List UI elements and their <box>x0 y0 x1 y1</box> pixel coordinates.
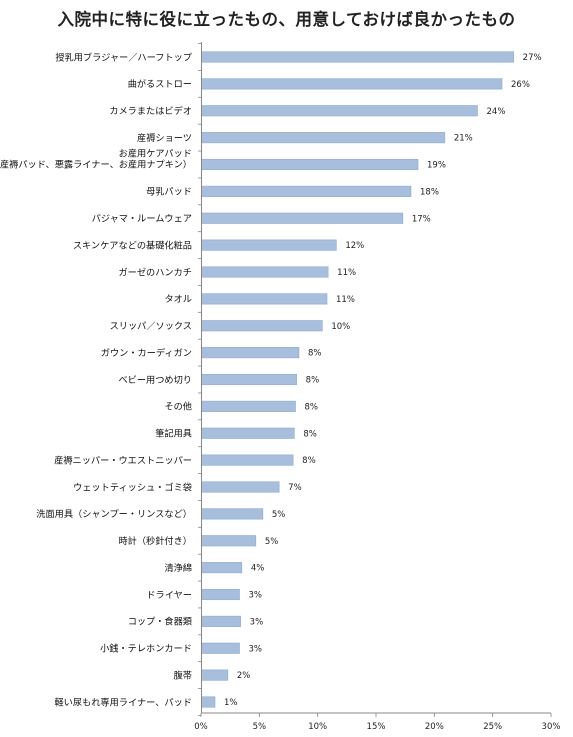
category-label: パジャマ・ルームウェア <box>92 214 192 225</box>
bar <box>201 454 294 466</box>
category-label: 授乳用ブラジャー／ハーフトップ <box>55 51 192 63</box>
bar <box>201 562 243 574</box>
category-label: 洗面用具（シャンプー・リンスなど） <box>36 508 192 520</box>
category-label: 時計（秒針付き） <box>119 535 193 547</box>
value-label: 18% <box>420 187 439 197</box>
bar <box>201 427 295 439</box>
value-label: 8% <box>302 456 316 466</box>
x-tick-label: 5% <box>253 722 267 732</box>
category-label: 清浄綿 <box>164 562 192 574</box>
value-label: 19% <box>427 161 446 171</box>
value-label: 8% <box>303 429 317 439</box>
bar <box>201 481 280 493</box>
category-label: スリッパ／ソックス <box>110 321 192 332</box>
bar <box>201 347 300 359</box>
bar <box>201 615 241 627</box>
bar <box>201 373 297 386</box>
bar <box>201 78 503 90</box>
value-label: 1% <box>224 698 238 708</box>
value-label: 5% <box>272 510 286 520</box>
bar <box>201 185 412 197</box>
x-tick-label: 25% <box>483 722 502 732</box>
category-label: 小銭・テレホンカード <box>100 643 192 655</box>
value-label: 26% <box>511 80 530 90</box>
value-label: 12% <box>345 241 364 251</box>
bar <box>201 266 329 278</box>
value-label: 3% <box>249 591 263 601</box>
value-label: 24% <box>487 107 506 117</box>
category-label: ドライヤー <box>146 590 192 601</box>
category-label: ガーゼのハンカチ <box>119 266 193 278</box>
axis-group: 0% 5% 10% 15% 20% 25% 30% <box>194 42 560 732</box>
bar <box>201 588 240 601</box>
value-label: 7% <box>288 483 302 493</box>
category-label: 産褥ニッパー・ウエストニッパー <box>54 454 192 466</box>
category-label: 産褥ショーツ <box>137 132 192 144</box>
value-label: 4% <box>251 564 264 574</box>
x-tick-label: 20% <box>425 722 444 732</box>
bar <box>201 239 337 251</box>
value-label: 8% <box>308 349 322 359</box>
category-label: ベビー用つめ切り <box>119 375 193 386</box>
bar <box>201 696 216 708</box>
value-label: 2% <box>237 671 251 681</box>
value-label: 27% <box>523 53 542 63</box>
bar <box>201 293 328 305</box>
bar <box>201 669 229 681</box>
x-tick-label: 15% <box>367 722 386 732</box>
value-label: 21% <box>454 134 473 144</box>
bar <box>201 642 240 654</box>
bar <box>201 320 323 332</box>
category-label: コップ・食器類 <box>128 616 192 628</box>
bars-group <box>201 51 514 708</box>
bar <box>201 132 446 144</box>
category-labels-group: 授乳用ブラジャー／ハーフトップ曲がるストローカメラまたはビデオ産褥ショーツお産用… <box>0 51 193 708</box>
category-label: 筆記用具 <box>155 428 192 440</box>
bar <box>201 508 264 520</box>
value-labels-group: 27% 26% 24% 21% 19% 18% 17% 12% 11% 11% 10% 8% 8% 8% 8… <box>224 53 542 708</box>
value-label: 17% <box>412 214 431 224</box>
category-label: タオル <box>164 294 192 305</box>
category-label: 母乳パッド <box>146 186 192 198</box>
category-label: 軽い尿もれ専用ライナー、パッド <box>54 696 192 708</box>
bar <box>201 51 514 63</box>
value-label: 10% <box>331 322 350 332</box>
category-label: ウェットティッシュ・ゴミ袋 <box>73 481 192 493</box>
value-label: 3% <box>250 617 264 627</box>
category-label: ガウン・カーディガン <box>101 347 192 359</box>
bar <box>201 105 478 117</box>
value-label: 8% <box>306 376 320 386</box>
bar <box>201 212 404 224</box>
bar <box>201 400 296 412</box>
category-label: スキンケアなどの基礎化粧品 <box>73 239 192 251</box>
value-label: 3% <box>249 644 263 654</box>
bar <box>201 158 419 171</box>
category-label: カメラまたはビデオ <box>109 105 192 117</box>
category-label: 腹帯 <box>174 669 192 681</box>
value-label: 8% <box>305 402 319 412</box>
value-label: 11% <box>336 295 355 305</box>
x-tick-label: 30% <box>542 722 561 732</box>
bar <box>201 535 257 547</box>
x-tick-label: 0% <box>194 722 208 732</box>
chart-title: 入院中に特に役に立ったもの、用意しておけば良かったもの <box>57 10 516 29</box>
x-tick-label: 10% <box>308 722 327 732</box>
value-label: 5% <box>265 537 279 547</box>
category-label: お産用ケアパッド（産褥パッド、悪露ライナー、お産用ナプキン） <box>0 148 192 171</box>
category-label: その他 <box>164 401 192 413</box>
value-label: 11% <box>337 268 356 278</box>
category-label: 曲がるストロー <box>128 78 192 90</box>
